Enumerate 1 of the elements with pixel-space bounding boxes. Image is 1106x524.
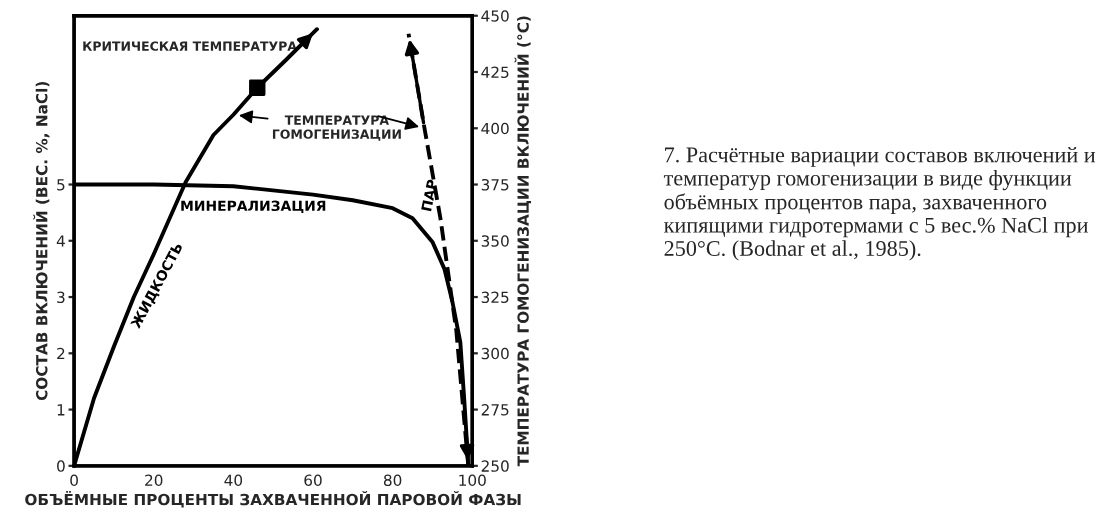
text: 7. Расчётные вариации составов включений и температур гомогенизации в виде функции объёмных процентов пара, захваченного кипящими гидротермами с 5 вес.% NaCl при 250°C. (Bodnar et al., 1985). (663, 146, 1096, 261)
